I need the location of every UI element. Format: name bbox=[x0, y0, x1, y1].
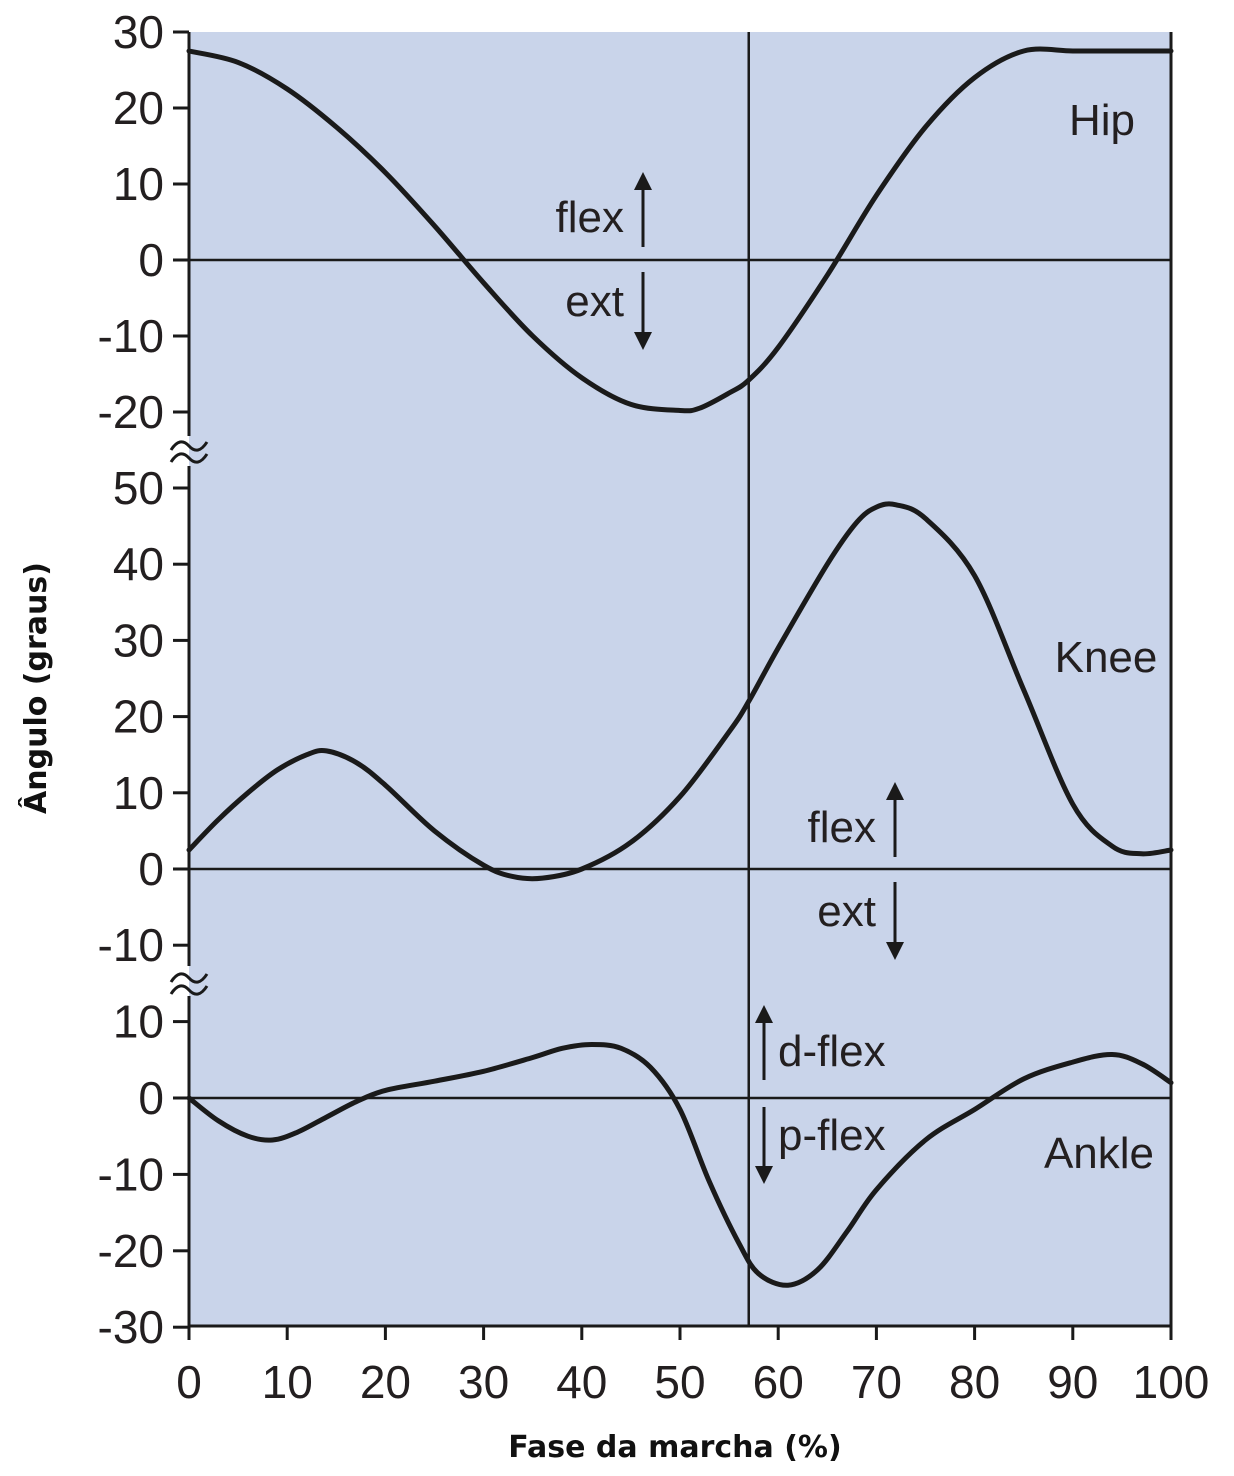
hip-y-tick-label: 20 bbox=[113, 82, 164, 134]
knee-y-tick-label: 0 bbox=[138, 843, 164, 895]
ankle-down-arrowhead bbox=[755, 1166, 773, 1184]
axis-break-mark bbox=[169, 452, 209, 464]
axis-break-mark bbox=[169, 984, 209, 996]
hip-y-tick-label: 10 bbox=[113, 158, 164, 210]
x-tick-label: 50 bbox=[654, 1356, 705, 1408]
ankle-down-direction-label: p-flex bbox=[778, 1111, 886, 1160]
knee-y-tick-label: -10 bbox=[98, 919, 164, 971]
series-curves bbox=[186, 46, 1174, 1288]
knee-y-tick-label: 20 bbox=[113, 691, 164, 743]
ankle-up-arrowhead bbox=[755, 1005, 773, 1023]
x-tick-label: 30 bbox=[458, 1356, 509, 1408]
x-tick-label: 20 bbox=[360, 1356, 411, 1408]
ankle-y-tick-label: -30 bbox=[98, 1301, 164, 1353]
hip-y-tick-label: -20 bbox=[98, 386, 164, 438]
axis-break-mark bbox=[169, 440, 209, 452]
x-tick-label: 70 bbox=[851, 1356, 902, 1408]
knee-y-tick-label: 40 bbox=[113, 538, 164, 590]
ankle-panel-label: Ankle bbox=[1044, 1129, 1154, 1178]
knee-y-tick-label: 50 bbox=[113, 462, 164, 514]
knee-up-direction-label: flex bbox=[808, 803, 876, 852]
ankle-angle-curve bbox=[186, 1042, 1174, 1288]
ankle-y-tick-label: 10 bbox=[113, 996, 164, 1048]
direction-annotations: flex ext flex ext d-flex p-flex bbox=[556, 172, 904, 1184]
x-tick-label: 10 bbox=[262, 1356, 313, 1408]
x-tick-label: 0 bbox=[176, 1356, 202, 1408]
x-tick-label: 80 bbox=[949, 1356, 1000, 1408]
hip-y-tick-label: -10 bbox=[98, 310, 164, 362]
hip-up-direction-label: flex bbox=[556, 193, 624, 242]
x-tick-label: 60 bbox=[753, 1356, 804, 1408]
x-tick-label: 100 bbox=[1133, 1356, 1210, 1408]
hip-up-arrowhead bbox=[634, 172, 652, 190]
hip-panel-label: Hip bbox=[1069, 96, 1135, 145]
x-tick-label: 90 bbox=[1047, 1356, 1098, 1408]
knee-y-tick-label: 10 bbox=[113, 767, 164, 819]
x-axis-title: Fase da marcha (%) bbox=[508, 1430, 841, 1465]
y-axis-title: Ângulo (graus) bbox=[18, 562, 54, 814]
ankle-y-tick-label: 0 bbox=[138, 1072, 164, 1124]
knee-angle-curve bbox=[186, 501, 1174, 882]
hip-angle-curve bbox=[186, 46, 1174, 414]
knee-down-arrowhead bbox=[886, 942, 904, 960]
ankle-y-tick-label: -10 bbox=[98, 1148, 164, 1200]
hip-down-arrowhead bbox=[634, 332, 652, 350]
knee-up-arrowhead bbox=[886, 782, 904, 800]
knee-down-direction-label: ext bbox=[817, 887, 876, 936]
hip-down-direction-label: ext bbox=[565, 277, 624, 326]
knee-y-tick-label: 30 bbox=[113, 614, 164, 666]
y-axis-ticks: 30 20 10 0 -10 -20 50 40 30 20 10 0 -10 10 0 -10 -20 -30 bbox=[98, 6, 189, 1353]
hip-y-tick-label: 0 bbox=[138, 234, 164, 286]
zero-lines bbox=[189, 32, 1171, 1326]
ankle-y-tick-label: -20 bbox=[98, 1225, 164, 1277]
hip-y-tick-label: 30 bbox=[113, 6, 164, 58]
panel-labels: Hip Knee Ankle bbox=[1044, 96, 1157, 1178]
plot-background bbox=[189, 32, 1171, 1326]
ankle-up-direction-label: d-flex bbox=[778, 1027, 886, 1076]
x-tick-label: 40 bbox=[556, 1356, 607, 1408]
axis-break-mark bbox=[169, 972, 209, 984]
knee-panel-label: Knee bbox=[1055, 633, 1158, 682]
plot-area bbox=[189, 32, 1171, 1326]
x-axis-ticks: 0 10 20 30 40 50 60 70 80 90 100 bbox=[176, 1326, 1209, 1408]
